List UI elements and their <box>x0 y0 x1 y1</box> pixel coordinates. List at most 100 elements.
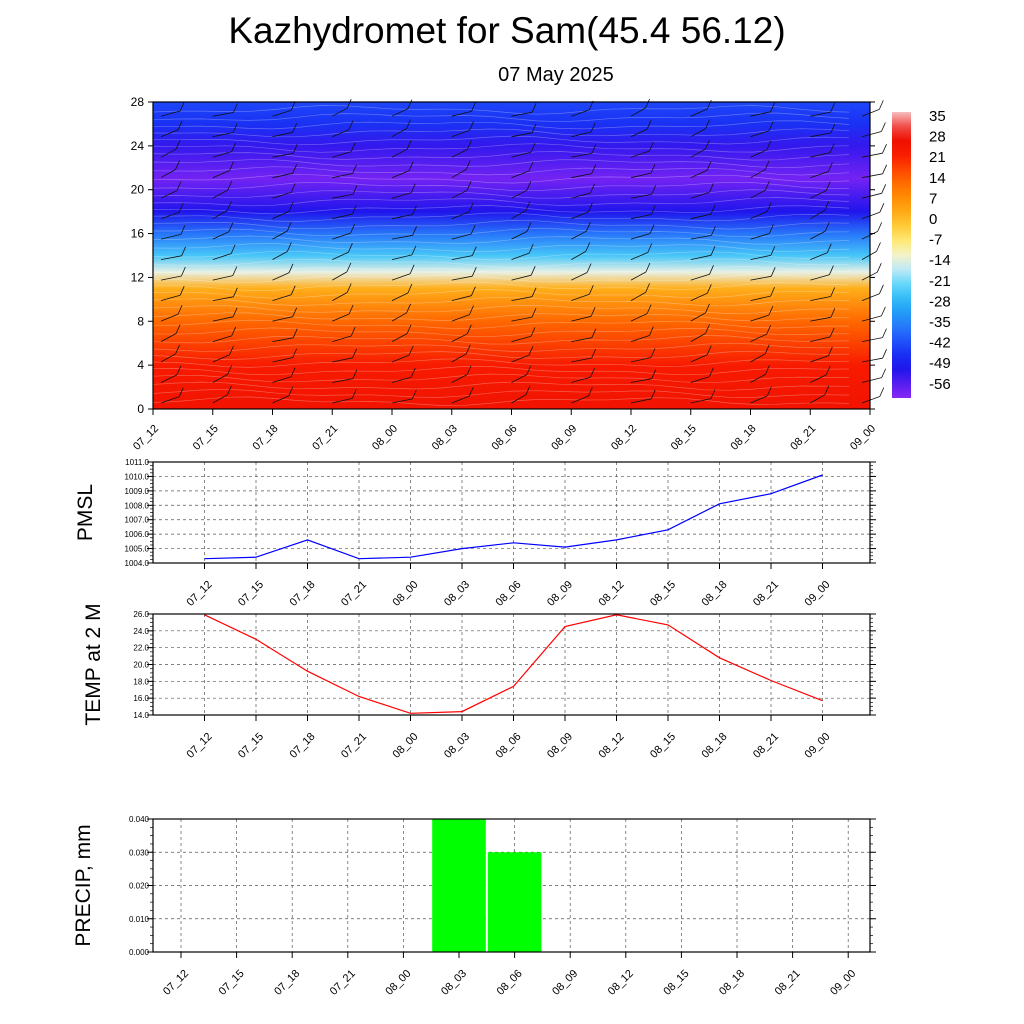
heatmap-y-tick-label: 12 <box>131 270 145 284</box>
wind-barb <box>451 149 468 158</box>
wind-barb-feather <box>830 123 836 134</box>
heatmap-contour-line <box>152 220 850 230</box>
wind-barb <box>511 111 533 117</box>
heatmap-contour-line <box>152 381 850 391</box>
wind-barb-feather <box>770 102 775 112</box>
wind-barb-feather <box>706 345 712 355</box>
wind-barb-feather <box>830 102 835 113</box>
wind-barb-feather <box>649 224 655 234</box>
wind-barb <box>571 293 590 301</box>
wind-barb <box>212 316 234 322</box>
y-tick-label: 1004.0 <box>125 559 150 568</box>
heatmap-contour-line <box>152 281 850 291</box>
colorbar-label: 28 <box>929 129 946 146</box>
wind-barb-feather <box>411 245 417 256</box>
wind-barb <box>810 171 829 179</box>
page-title: Kazhydromet for Sam(45.4 56.12) <box>228 10 786 51</box>
heatmap-contour-line <box>152 181 850 192</box>
wind-barb-feather <box>231 142 237 152</box>
colorbar-label: -56 <box>929 376 951 393</box>
wind-barb-feather <box>526 222 532 232</box>
wind-barb <box>511 231 528 240</box>
wind-barb <box>272 251 288 260</box>
y-tick-label: 20.0 <box>133 661 149 670</box>
wind-barb-feather <box>412 205 417 215</box>
y-tick-label: 22.0 <box>133 644 149 653</box>
wind-barb <box>391 128 407 138</box>
wind-barb <box>690 108 708 117</box>
wind-barb <box>630 252 648 260</box>
wind-barb-feather <box>829 265 834 275</box>
wind-barb <box>750 353 766 363</box>
wind-barb <box>690 273 710 281</box>
y-tick-label: 14.0 <box>133 711 149 720</box>
wind-barb <box>332 173 353 179</box>
wind-barb <box>332 357 353 363</box>
wind-barb <box>810 252 828 260</box>
wind-barb-feather <box>406 303 411 313</box>
wind-barb-feather <box>229 161 234 171</box>
wind-barb <box>451 189 468 199</box>
wind-barb <box>861 152 883 158</box>
x-tick-label: 08_06 <box>495 968 525 998</box>
wind-barb-feather <box>829 327 835 338</box>
x-tick-label: 07_21 <box>339 579 369 609</box>
heatmap-contour-line <box>152 305 850 314</box>
wind-barb-feather <box>705 139 710 150</box>
x-tick-label: 08_00 <box>391 579 421 609</box>
wind-barb-feather <box>650 205 656 215</box>
heatmap-contour-line <box>152 189 850 199</box>
wind-barb-feather <box>233 287 238 297</box>
wind-barb <box>630 214 652 220</box>
wind-barb <box>690 169 708 179</box>
wind-barb <box>511 336 532 342</box>
wind-barb <box>861 109 880 117</box>
wind-barb-feather <box>530 266 536 276</box>
heatmap-y-tick-label: 4 <box>137 358 144 372</box>
y-tick-label: 0.040 <box>129 815 150 824</box>
heatmap-contour-line <box>152 366 850 376</box>
heatmap-contour-line <box>152 388 850 398</box>
wind-barb-feather <box>348 243 353 253</box>
heatmap-contour-line <box>152 105 850 115</box>
wind-barb <box>391 354 410 363</box>
wind-barb-feather <box>181 246 186 256</box>
y-tick-label: 0.020 <box>129 882 150 891</box>
wind-barb <box>690 376 710 383</box>
x-tick-label: 08_12 <box>597 579 627 609</box>
wind-barb <box>750 211 768 220</box>
wind-barb <box>750 275 772 281</box>
y-tick-label: 1010.0 <box>125 472 150 481</box>
wind-barb <box>160 110 181 117</box>
wind-barb <box>451 169 467 179</box>
wind-barb-feather <box>766 324 772 335</box>
wind-barb <box>272 272 290 281</box>
wind-barb-feather <box>407 283 413 294</box>
wind-barb <box>861 377 882 383</box>
heatmap-contour-line <box>152 350 850 360</box>
wind-barb <box>571 272 588 281</box>
wind-barb-feather <box>350 223 355 234</box>
y-tick-label: 1008.0 <box>125 501 150 510</box>
wind-barb <box>391 170 410 179</box>
wind-barb-feather <box>466 324 472 334</box>
wind-barb-feather <box>471 286 476 296</box>
wind-barb-feather <box>588 285 594 295</box>
wind-barb-feather <box>468 387 474 397</box>
wind-barb <box>391 398 413 404</box>
colorbar-label: -7 <box>929 232 942 249</box>
wind-barb <box>630 194 652 199</box>
x-tick-label: 08_12 <box>606 968 636 998</box>
wind-barb <box>391 214 413 220</box>
heatmap-contour-line <box>152 335 850 345</box>
wind-barb-feather <box>352 185 358 195</box>
wind-barb <box>391 376 412 383</box>
wind-barb <box>690 128 706 138</box>
wind-barb-feather <box>647 243 653 253</box>
wind-barb-feather <box>178 387 184 397</box>
colorbar-label: 35 <box>929 108 946 125</box>
wind-barb-feather <box>227 201 232 211</box>
x-tick-label: 08_12 <box>597 731 627 761</box>
wind-barb-feather <box>828 162 833 172</box>
wind-barb-feather <box>825 181 831 191</box>
